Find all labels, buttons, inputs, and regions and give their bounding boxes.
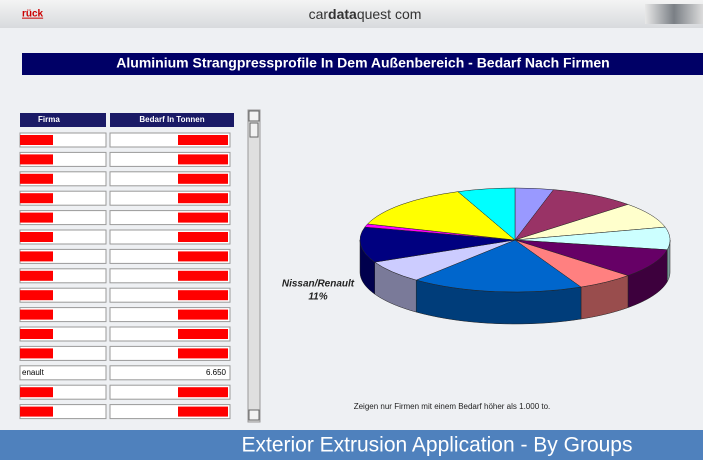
redaction: [178, 271, 228, 281]
column-header: Firma: [38, 115, 60, 124]
redaction: [178, 174, 228, 184]
site-part: data: [328, 6, 357, 22]
redaction: [20, 290, 53, 300]
slice-percent: 11%: [308, 292, 327, 303]
redaction: [178, 387, 228, 397]
logo-image: [645, 4, 703, 24]
redaction: [178, 310, 228, 320]
scrollbar[interactable]: [248, 110, 260, 422]
scroll-down[interactable]: [249, 410, 259, 420]
screen: rück cardataquest com Aluminium Strangpr…: [0, 0, 703, 460]
redaction: [178, 251, 228, 261]
redaction: [20, 232, 53, 242]
redaction: [178, 213, 228, 223]
site-name: cardataquest com: [309, 6, 422, 22]
redaction: [20, 135, 53, 145]
redaction: [178, 232, 228, 242]
redaction: [20, 174, 53, 184]
site-part: car: [309, 6, 329, 22]
redaction: [178, 329, 228, 339]
demand-value: 6.650: [206, 368, 227, 377]
redaction: [20, 348, 53, 358]
redaction: [20, 407, 53, 417]
redaction: [178, 407, 228, 417]
redaction: [178, 290, 228, 300]
column-header: Bedarf In Tonnen: [139, 115, 204, 124]
company-name: enault: [22, 368, 45, 377]
redaction: [20, 271, 53, 281]
app-view: rück cardataquest com Aluminium Strangpr…: [0, 0, 703, 460]
chart-note: Zeigen nur Firmen mit einem Bedarf höher…: [354, 402, 551, 411]
redaction: [20, 193, 53, 203]
redaction: [178, 135, 228, 145]
scroll-thumb[interactable]: [250, 123, 258, 137]
redaction: [20, 329, 53, 339]
redaction: [20, 387, 53, 397]
redaction: [178, 193, 228, 203]
redaction: [20, 251, 53, 261]
table-header: [20, 113, 106, 127]
back-link[interactable]: rück: [22, 9, 44, 20]
site-part: quest com: [357, 6, 422, 22]
scroll-up[interactable]: [249, 111, 259, 121]
page-title: Aluminium Strangpressprofile In Dem Auße…: [116, 55, 609, 71]
redaction: [178, 154, 228, 164]
redaction: [20, 213, 53, 223]
slice-label: Nissan/Renault: [282, 279, 355, 290]
footer-title: Exterior Extrusion Application - By Grou…: [241, 434, 632, 457]
redaction: [20, 310, 53, 320]
redaction: [20, 154, 53, 164]
redaction: [178, 348, 228, 358]
